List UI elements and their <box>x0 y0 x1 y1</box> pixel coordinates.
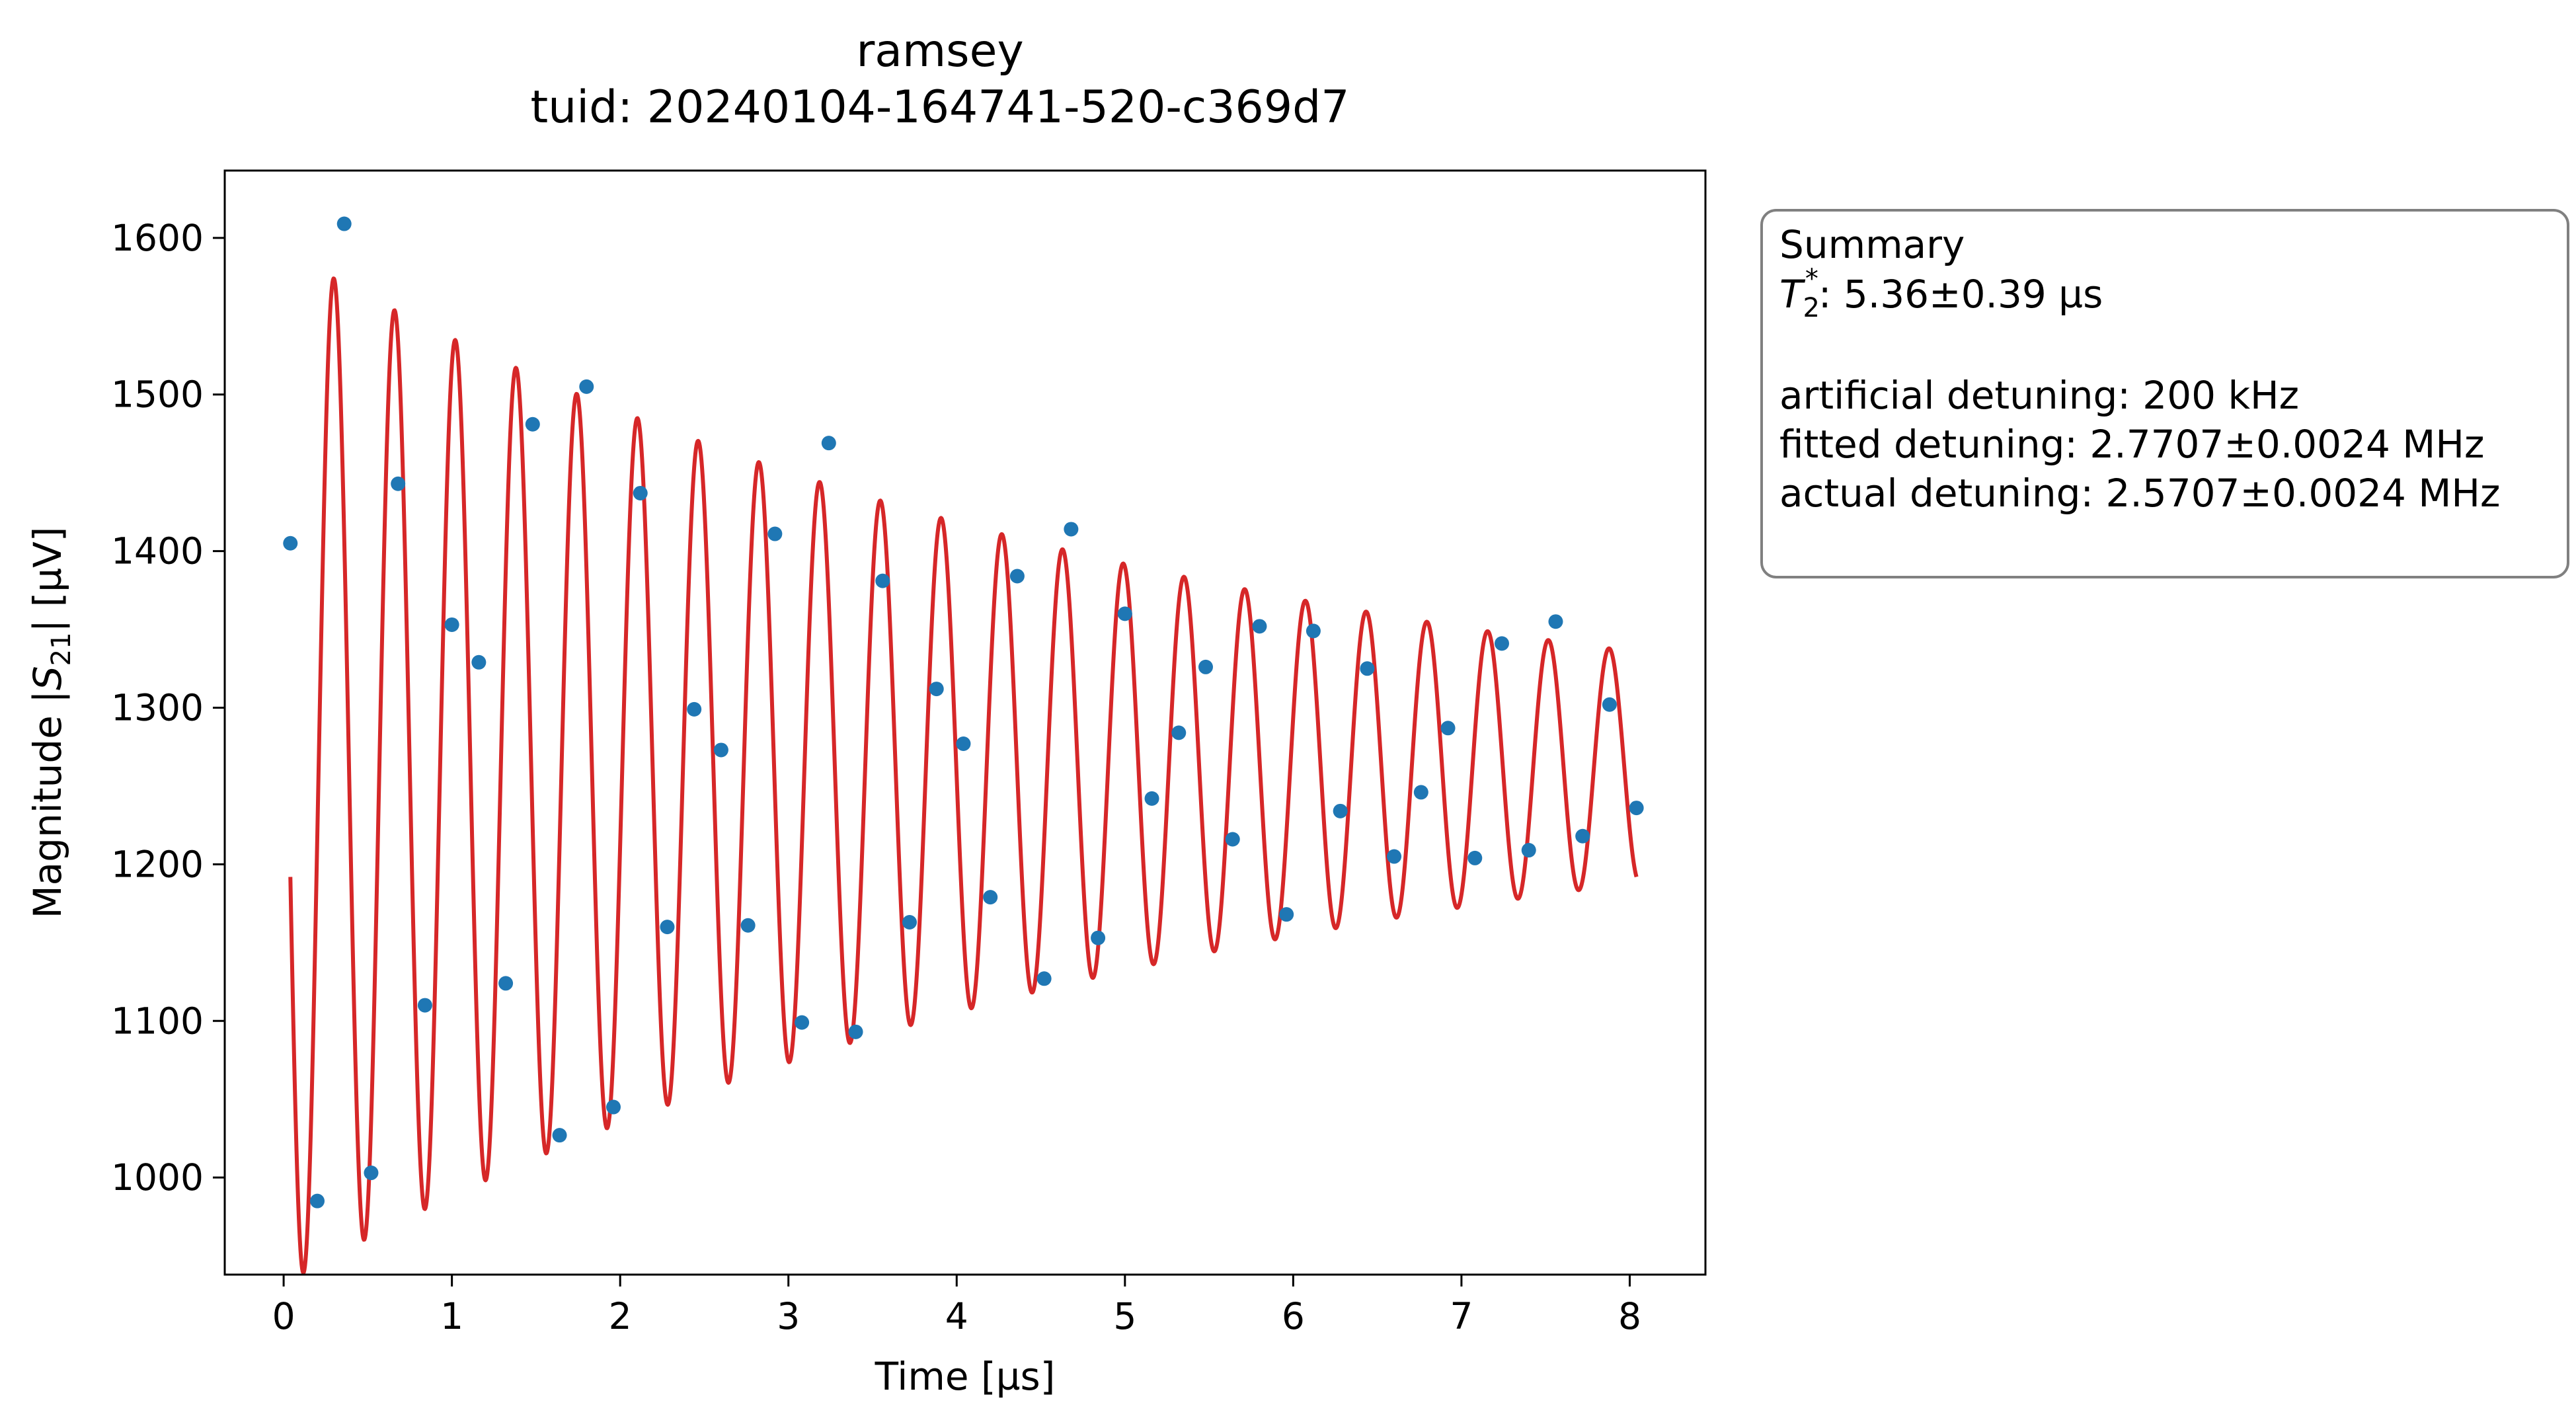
summary-box <box>1760 209 2569 578</box>
data-point <box>1036 971 1052 986</box>
data-point <box>1387 849 1402 864</box>
data-point <box>795 1015 810 1030</box>
y-tick-label: 1500 <box>111 374 204 416</box>
chart-subtitle: tuid: 20240104-164741-520-c369d7 <box>530 81 1349 134</box>
data-point <box>1360 661 1375 676</box>
data-point <box>1306 623 1321 639</box>
x-tick-label: 1 <box>440 1295 463 1337</box>
x-tick-label: 5 <box>1113 1295 1136 1337</box>
data-point <box>633 485 648 500</box>
y-tick-label: 1300 <box>111 686 204 729</box>
data-point <box>1144 791 1159 806</box>
data-point <box>498 976 514 991</box>
data-point <box>310 1193 325 1208</box>
data-point <box>660 920 675 935</box>
data-point <box>1225 832 1240 847</box>
data-point <box>525 416 540 432</box>
data-point <box>821 436 836 451</box>
data-point <box>336 216 352 231</box>
y-tick-label: 1000 <box>111 1156 204 1199</box>
data-point <box>471 654 487 670</box>
y-tick-label: 1200 <box>111 843 204 885</box>
data-point <box>579 379 594 394</box>
x-tick-label: 6 <box>1282 1295 1305 1337</box>
data-point <box>552 1128 567 1143</box>
data-point <box>875 573 890 588</box>
x-tick-label: 7 <box>1450 1295 1473 1337</box>
x-tick-label: 3 <box>777 1295 800 1337</box>
x-axis-ticks: 0 1 2 3 4 5 6 7 8 <box>272 1275 1641 1337</box>
summary-artificial-detuning: artificial detuning: 200 kHz <box>1779 373 2299 418</box>
data-point <box>1333 803 1348 818</box>
plot-frame <box>223 169 1707 1276</box>
x-tick-label: 2 <box>609 1295 632 1337</box>
data-point <box>848 1024 863 1039</box>
data-point <box>956 736 971 751</box>
data-point <box>1064 522 1079 537</box>
y-axis-ticks: 1000 1100 1200 1300 1400 1500 1600 <box>111 217 225 1199</box>
data-point <box>1117 606 1132 621</box>
summary-fitted-detuning: fitted detuning: 2.7707±0.0024 MHz <box>1779 422 2484 467</box>
data-point <box>417 998 432 1013</box>
data-point <box>444 617 459 632</box>
x-tick-label: 8 <box>1618 1295 1641 1337</box>
y-tick-label: 1100 <box>111 1000 204 1042</box>
y-tick-label: 1400 <box>111 530 204 573</box>
summary-heading: Summary <box>1779 222 1965 267</box>
data-point <box>1198 659 1213 674</box>
data-point <box>1467 850 1483 865</box>
data-point <box>1575 828 1590 844</box>
y-axis-label: Magnitude |S21| [µV] <box>25 527 77 919</box>
data-point <box>740 918 756 933</box>
x-tick-label: 4 <box>945 1295 968 1337</box>
data-point <box>1440 721 1456 736</box>
data-point <box>1602 697 1617 712</box>
data-point <box>364 1166 379 1181</box>
summary-t2: T2*: 5.36±0.39 µs <box>1779 264 2103 323</box>
data-point <box>1521 843 1536 858</box>
fit-curve <box>288 276 1639 1275</box>
data-point <box>1091 930 1106 945</box>
data-point <box>1279 907 1294 922</box>
summary-actual-detuning: actual detuning: 2.5707±0.0024 MHz <box>1779 471 2500 516</box>
data-point <box>1495 636 1509 651</box>
data-point <box>1413 785 1428 800</box>
data-point <box>1548 614 1563 629</box>
fit-curve-layer <box>288 276 1639 1275</box>
data-point <box>902 915 917 930</box>
data-points-layer <box>283 216 1644 1208</box>
y-tick-label: 1600 <box>111 217 204 259</box>
data-point <box>713 742 728 758</box>
x-tick-label: 0 <box>272 1295 295 1337</box>
data-point <box>1009 569 1025 584</box>
data-point <box>983 890 998 905</box>
data-point <box>1252 619 1267 634</box>
data-point <box>283 535 298 551</box>
x-axis-label: Time [µs] <box>875 1354 1056 1399</box>
data-point <box>767 526 783 541</box>
data-point <box>687 701 702 717</box>
data-point <box>606 1099 621 1115</box>
data-point <box>391 476 406 491</box>
data-point <box>1629 801 1644 816</box>
data-point <box>929 682 944 697</box>
chart-title: ramsey <box>856 25 1023 77</box>
data-point <box>1171 725 1187 740</box>
